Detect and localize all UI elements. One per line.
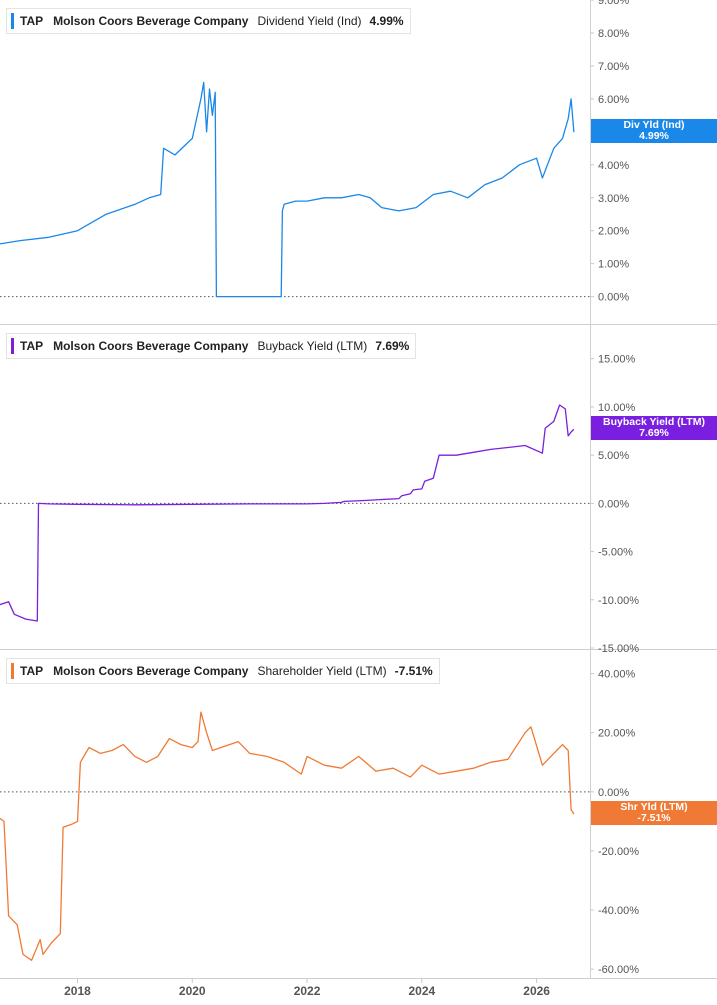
y-tick-label: -60.00% [598, 964, 639, 976]
tag-label: Buyback Yield (LTM) [603, 416, 705, 429]
tag-value: 4.99% [639, 130, 669, 143]
y-tick-label: 4.00% [598, 160, 629, 172]
y-tick-label: 2.00% [598, 226, 629, 238]
legend-shareholder-yield[interactable]: TAP Molson Coors Beverage Company Shareh… [6, 658, 440, 684]
legend-swatch-buyback [11, 338, 14, 354]
current-value-tag-dividend: Div Yld (Ind) 4.99% [591, 119, 717, 144]
y-tick-label: 40.00% [598, 669, 636, 681]
tag-value: -7.51% [637, 812, 671, 825]
y-tick-label: 8.00% [598, 28, 629, 40]
series-line-0 [0, 81, 575, 298]
series-line-1 [0, 404, 575, 622]
y-tick-label: -20.00% [598, 846, 639, 858]
x-tick-label: 2026 [523, 984, 550, 998]
x-tick-label: 2024 [408, 984, 435, 998]
y-tick-label: 7.00% [598, 61, 629, 73]
legend-metric: Dividend Yield (Ind) [257, 14, 362, 28]
legend-ticker: TAP [20, 664, 44, 678]
y-tick-label: 3.00% [598, 193, 629, 205]
legend-metric: Shareholder Yield (LTM) [257, 664, 387, 678]
y-tick-label: 1.00% [598, 259, 629, 271]
legend-value: 4.99% [369, 14, 404, 28]
y-tick-label: 0.00% [598, 292, 629, 304]
series-line-2 [0, 711, 575, 961]
legend-ticker: TAP [20, 339, 44, 353]
current-value-tag-shareholder: Shr Yld (LTM) -7.51% [591, 801, 717, 826]
x-tick-label: 2018 [64, 984, 91, 998]
legend-company: Molson Coors Beverage Company [53, 664, 249, 678]
x-tick-label: 2022 [294, 984, 321, 998]
y-tick-label: 0.00% [598, 787, 629, 799]
legend-value: -7.51% [394, 664, 433, 678]
y-tick-label: 5.00% [598, 450, 629, 462]
legend-swatch-shareholder [11, 663, 14, 679]
y-tick-label: -40.00% [598, 905, 639, 917]
tag-label: Div Yld (Ind) [623, 119, 685, 132]
x-tick-label: 2020 [179, 984, 206, 998]
legend-metric: Buyback Yield (LTM) [257, 339, 368, 353]
y-tick-label: 10.00% [598, 402, 636, 414]
legend-company: Molson Coors Beverage Company [53, 14, 249, 28]
y-tick-label: 20.00% [598, 728, 636, 740]
y-tick-label: -5.00% [598, 547, 633, 559]
legend-value: 7.69% [375, 339, 410, 353]
legend-company: Molson Coors Beverage Company [53, 339, 249, 353]
y-tick-label: 9.00% [598, 0, 629, 7]
tag-label: Shr Yld (LTM) [620, 801, 688, 814]
current-value-tag-buyback: Buyback Yield (LTM) 7.69% [591, 416, 717, 441]
y-tick-label: -10.00% [598, 595, 639, 607]
legend-buyback-yield[interactable]: TAP Molson Coors Beverage Company Buybac… [6, 333, 417, 359]
legend-ticker: TAP [20, 14, 44, 28]
tag-value: 7.69% [639, 427, 669, 440]
y-tick-label: 0.00% [598, 498, 629, 510]
legend-swatch-dividend [11, 13, 14, 29]
y-tick-label: 6.00% [598, 94, 629, 106]
legend-dividend-yield[interactable]: TAP Molson Coors Beverage Company Divide… [6, 8, 411, 34]
y-tick-label: 15.00% [598, 354, 636, 366]
y-tick-label: -15.00% [598, 643, 639, 655]
